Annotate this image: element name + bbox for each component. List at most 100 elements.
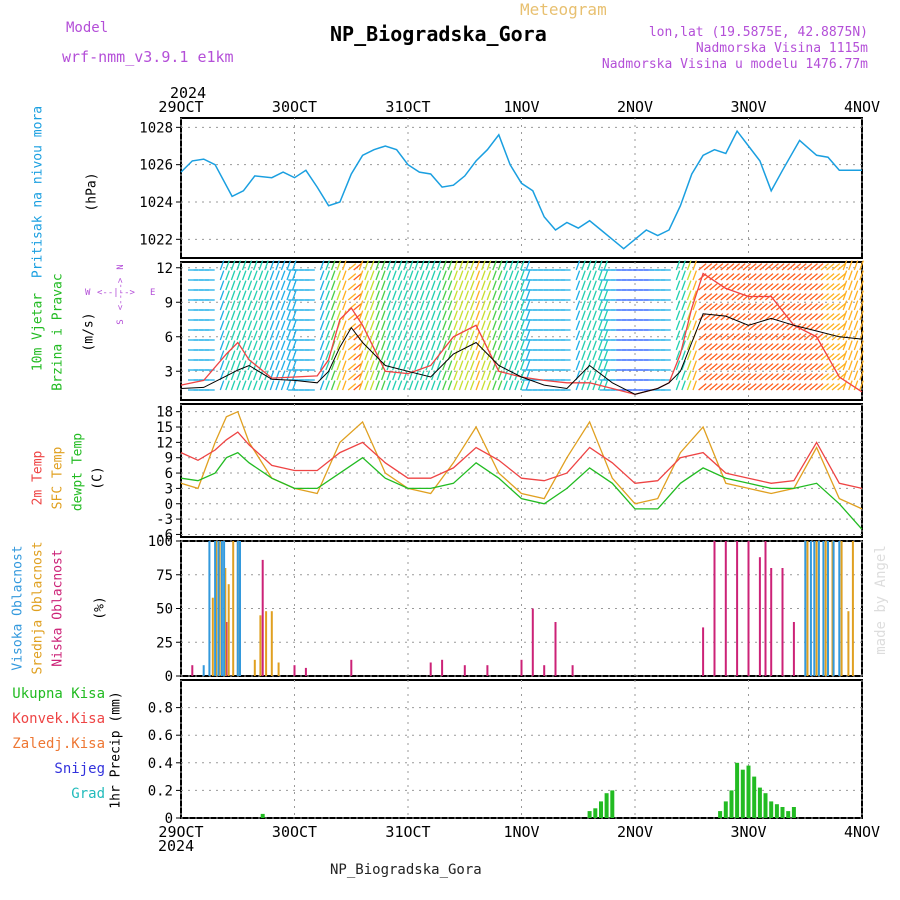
wind-barb: [686, 330, 692, 341]
wind-barb: [319, 320, 325, 331]
wind-barb: [709, 303, 718, 311]
wind-barb: [787, 353, 796, 361]
wind-barb: [258, 330, 264, 341]
wind-barb: [347, 273, 357, 281]
wind-barb: [581, 290, 586, 301]
wind-barb: [425, 290, 431, 301]
temp-ytick-label: -3: [156, 512, 173, 528]
cloud-mid-bar: [218, 541, 221, 676]
wind-barb: [675, 350, 681, 361]
wind-barb: [803, 293, 813, 301]
wind-barb: [319, 310, 325, 321]
wind-barb: [225, 330, 230, 341]
cloud-high-bar: [813, 541, 816, 676]
wind-barb: [236, 380, 242, 391]
wind-barb: [442, 270, 447, 281]
wind-barb: [447, 340, 453, 351]
wind-barb: [286, 290, 292, 301]
wind-barb: [369, 370, 375, 381]
wind-barb: [319, 290, 325, 301]
wind-barb: [748, 363, 757, 371]
wind-barb: [775, 313, 785, 321]
cloud-low-bar: [764, 541, 767, 676]
wind-barb: [837, 263, 846, 271]
wind-barb: [291, 360, 297, 371]
wind-barb: [353, 283, 362, 291]
wind-barb: [364, 380, 369, 391]
cloud-low-bar: [736, 541, 739, 676]
wind-barb: [280, 280, 286, 291]
wind-barb: [364, 260, 369, 271]
wind-barb: [519, 260, 525, 271]
wind-barb: [842, 260, 848, 271]
cloud-low-bar: [225, 622, 228, 676]
wind-barb: [525, 280, 531, 291]
wind-barb: [458, 360, 464, 371]
wind-barb: [714, 333, 724, 341]
wind-barb: [514, 260, 520, 271]
wind-barb: [826, 273, 835, 281]
time-tick-label-bottom: 4NOV: [844, 823, 880, 841]
wind-barb: [809, 323, 818, 331]
wind-barb: [709, 383, 718, 391]
wind-barb: [770, 383, 779, 391]
wind-barb: [247, 320, 253, 331]
wind-barb: [759, 273, 768, 281]
wind-barb: [859, 310, 864, 321]
wind-barb: [258, 270, 264, 281]
wind-barb: [698, 373, 707, 381]
wind-barb: [408, 290, 414, 301]
wind-barb: [241, 260, 247, 271]
wind-barb: [325, 270, 331, 281]
wind-barb: [464, 360, 470, 371]
precip-bar: [718, 811, 723, 818]
wind-barb: [275, 330, 280, 341]
wind-barb: [787, 343, 796, 351]
wind-barb: [759, 353, 768, 361]
wind-barb: [503, 380, 508, 391]
precip-bar: [791, 807, 796, 818]
wind-barb: [764, 273, 774, 281]
wind-barb: [592, 300, 597, 311]
wind-barb: [364, 280, 369, 291]
wind-barb: [764, 283, 774, 291]
wind-barb: [581, 380, 586, 391]
wind-barb: [753, 363, 763, 371]
wind-barb: [269, 350, 275, 361]
wind-barb: [264, 270, 269, 281]
wind-barb: [759, 323, 768, 331]
wind-barb: [742, 283, 752, 291]
wind-barb: [403, 360, 408, 371]
wind-barb: [369, 280, 375, 291]
wind-barb: [503, 370, 508, 381]
wind-barb: [252, 380, 258, 391]
wind-barb: [291, 260, 297, 271]
wind-barb: [809, 383, 818, 391]
wind-barb: [264, 350, 269, 361]
wind-barb: [247, 310, 253, 321]
wind-barb: [280, 340, 286, 351]
wind-barb: [686, 380, 692, 391]
wind-barb: [280, 300, 286, 311]
wind-barb: [386, 300, 392, 311]
wind-barb: [848, 280, 853, 291]
wind-barb: [475, 380, 481, 391]
wind-barb: [436, 310, 442, 321]
wind-barb: [803, 303, 813, 311]
wind-barb: [469, 260, 475, 271]
wind-barb: [814, 263, 824, 271]
wind-barb: [586, 340, 592, 351]
wind-barb: [397, 260, 403, 271]
wind-barb: [269, 290, 275, 301]
wind-barb: [764, 313, 774, 321]
wind-barb: [592, 330, 597, 341]
temp-ytick-label: 0: [165, 497, 173, 513]
compass-e: E: [150, 288, 156, 298]
wind-barb: [442, 370, 447, 381]
wind-barb: [330, 260, 336, 271]
wind-barb: [714, 303, 724, 311]
wind-barb: [319, 260, 325, 271]
cloud-low-bar: [350, 659, 353, 676]
wind-barb: [798, 303, 807, 311]
wind-barb: [837, 343, 846, 351]
